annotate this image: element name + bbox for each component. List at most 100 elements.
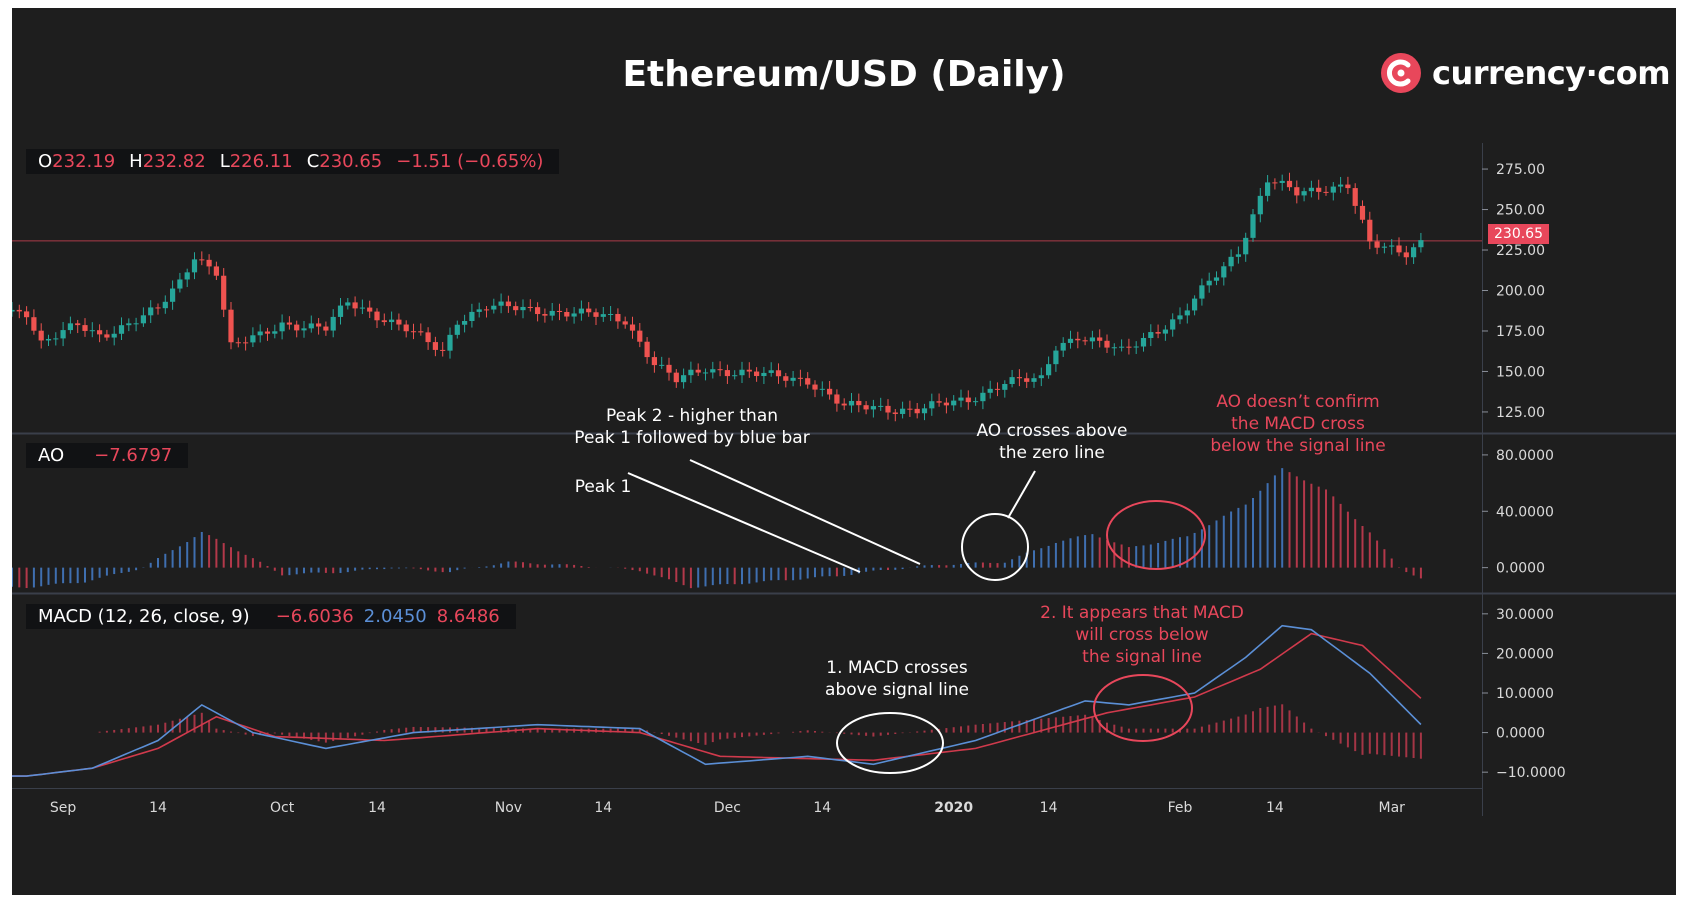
candle-body	[235, 342, 241, 344]
candle-body	[615, 313, 621, 322]
macd-label: MACD (12, 26, close, 9)	[38, 606, 250, 627]
candle-body	[695, 369, 701, 373]
annotation-ao-cross: AO crosses above the zero line	[972, 420, 1132, 464]
candle-body	[1155, 332, 1161, 334]
candle-body	[476, 309, 482, 312]
candle-body	[1257, 195, 1263, 215]
candle-body	[527, 306, 533, 308]
macd-line	[12, 624, 1422, 777]
candle-body	[1228, 256, 1234, 267]
candle-body	[805, 378, 811, 385]
macd-axis-tick-label: 10.0000	[1496, 686, 1554, 702]
x-axis-tick-label: 14	[368, 800, 386, 816]
candle-body	[447, 334, 453, 351]
candle-body	[1221, 266, 1227, 278]
candle-body	[549, 310, 555, 316]
candle-body	[24, 311, 30, 318]
candle-body	[221, 275, 227, 310]
macd-axis-tick-label: 0.0000	[1496, 726, 1545, 742]
candle-body	[148, 307, 154, 316]
candle-body	[797, 377, 803, 379]
candle-body	[593, 312, 599, 317]
candle-body	[907, 408, 913, 410]
macd-hist-value: −6.6036	[275, 606, 354, 627]
candle-body	[257, 331, 263, 336]
candle-body	[1126, 346, 1132, 348]
candle-body	[403, 324, 409, 332]
candle-body	[155, 307, 161, 309]
price-axis-tick-label: 225.00	[1496, 243, 1545, 259]
candle-body	[1140, 337, 1147, 347]
close-value: 230.65	[319, 151, 383, 172]
macd-signal-value: 8.6486	[436, 606, 500, 627]
candle-body	[1031, 378, 1037, 382]
candle-body	[578, 308, 584, 314]
candle-body	[1075, 338, 1081, 341]
candle-body	[425, 332, 431, 343]
macd-axis-tick-label: 30.0000	[1496, 607, 1554, 623]
candle-body	[542, 314, 548, 316]
candle-body	[462, 321, 468, 325]
peak2-pointer-line	[689, 459, 921, 565]
candle-body	[432, 342, 438, 350]
candle-body	[1133, 346, 1139, 348]
candle-body	[1367, 219, 1373, 242]
candle-body	[848, 400, 855, 406]
ao-cross-pointer-line	[1007, 470, 1036, 519]
candle-body	[841, 403, 847, 406]
candle-body	[914, 408, 920, 414]
price-axis-tick-label: 150.00	[1496, 364, 1545, 380]
price-axis-tick-label: 200.00	[1496, 284, 1545, 300]
candle-body	[673, 372, 679, 383]
candle-body	[53, 338, 59, 340]
candle-body	[1067, 338, 1074, 343]
candle-body	[301, 328, 307, 331]
candle-body	[1097, 337, 1103, 341]
candle-body	[118, 325, 125, 334]
candle-body	[921, 408, 928, 414]
candle-body	[75, 323, 81, 326]
x-axis-tick-label: Mar	[1378, 800, 1405, 816]
open-value: 232.19	[52, 151, 116, 172]
candle-body	[1396, 245, 1402, 253]
candle-body	[1286, 180, 1293, 188]
candle-body	[878, 405, 884, 407]
candle-body	[294, 324, 300, 331]
candle-body	[330, 316, 336, 331]
candle-body	[199, 259, 205, 261]
low-label: L	[219, 151, 230, 172]
candle-body	[571, 313, 577, 317]
annotation-peak1-text: Peak 1	[574, 477, 632, 497]
candle-body	[1279, 180, 1285, 183]
candle-body	[337, 305, 344, 317]
candle-body	[1009, 377, 1015, 384]
candle-body	[535, 307, 541, 315]
candle-body	[1243, 237, 1249, 255]
candle-body	[1389, 245, 1395, 247]
candle-body	[418, 331, 424, 333]
candle-body	[60, 330, 66, 339]
candle-body	[710, 369, 716, 373]
candle-body	[775, 370, 782, 377]
candle-body	[286, 322, 292, 325]
candle-body	[323, 326, 329, 331]
candle-body	[702, 372, 709, 374]
x-axis-tick-label: 14	[149, 800, 167, 816]
candle-body	[1046, 364, 1052, 376]
candle-body	[739, 369, 745, 376]
annotation-macd-cross2-text: 2. It appears that MACD will cross below…	[1040, 603, 1244, 667]
candle-body	[819, 388, 825, 390]
annotation-peak1: Peak 1	[568, 476, 638, 498]
candle-body	[951, 400, 957, 406]
candle-body	[929, 401, 935, 409]
price-axis-tick-label: 250.00	[1496, 203, 1545, 219]
candle-body	[513, 306, 519, 311]
x-axis-tick-label: 2020	[934, 800, 973, 816]
candle-body	[191, 259, 198, 273]
ao-value: −7.6797	[94, 445, 173, 466]
ao-legend: AO −7.6797	[26, 443, 189, 468]
candle-body	[1323, 191, 1329, 193]
candle-body	[1038, 375, 1044, 379]
candle-body	[1053, 350, 1059, 365]
candle-body	[1206, 280, 1212, 286]
